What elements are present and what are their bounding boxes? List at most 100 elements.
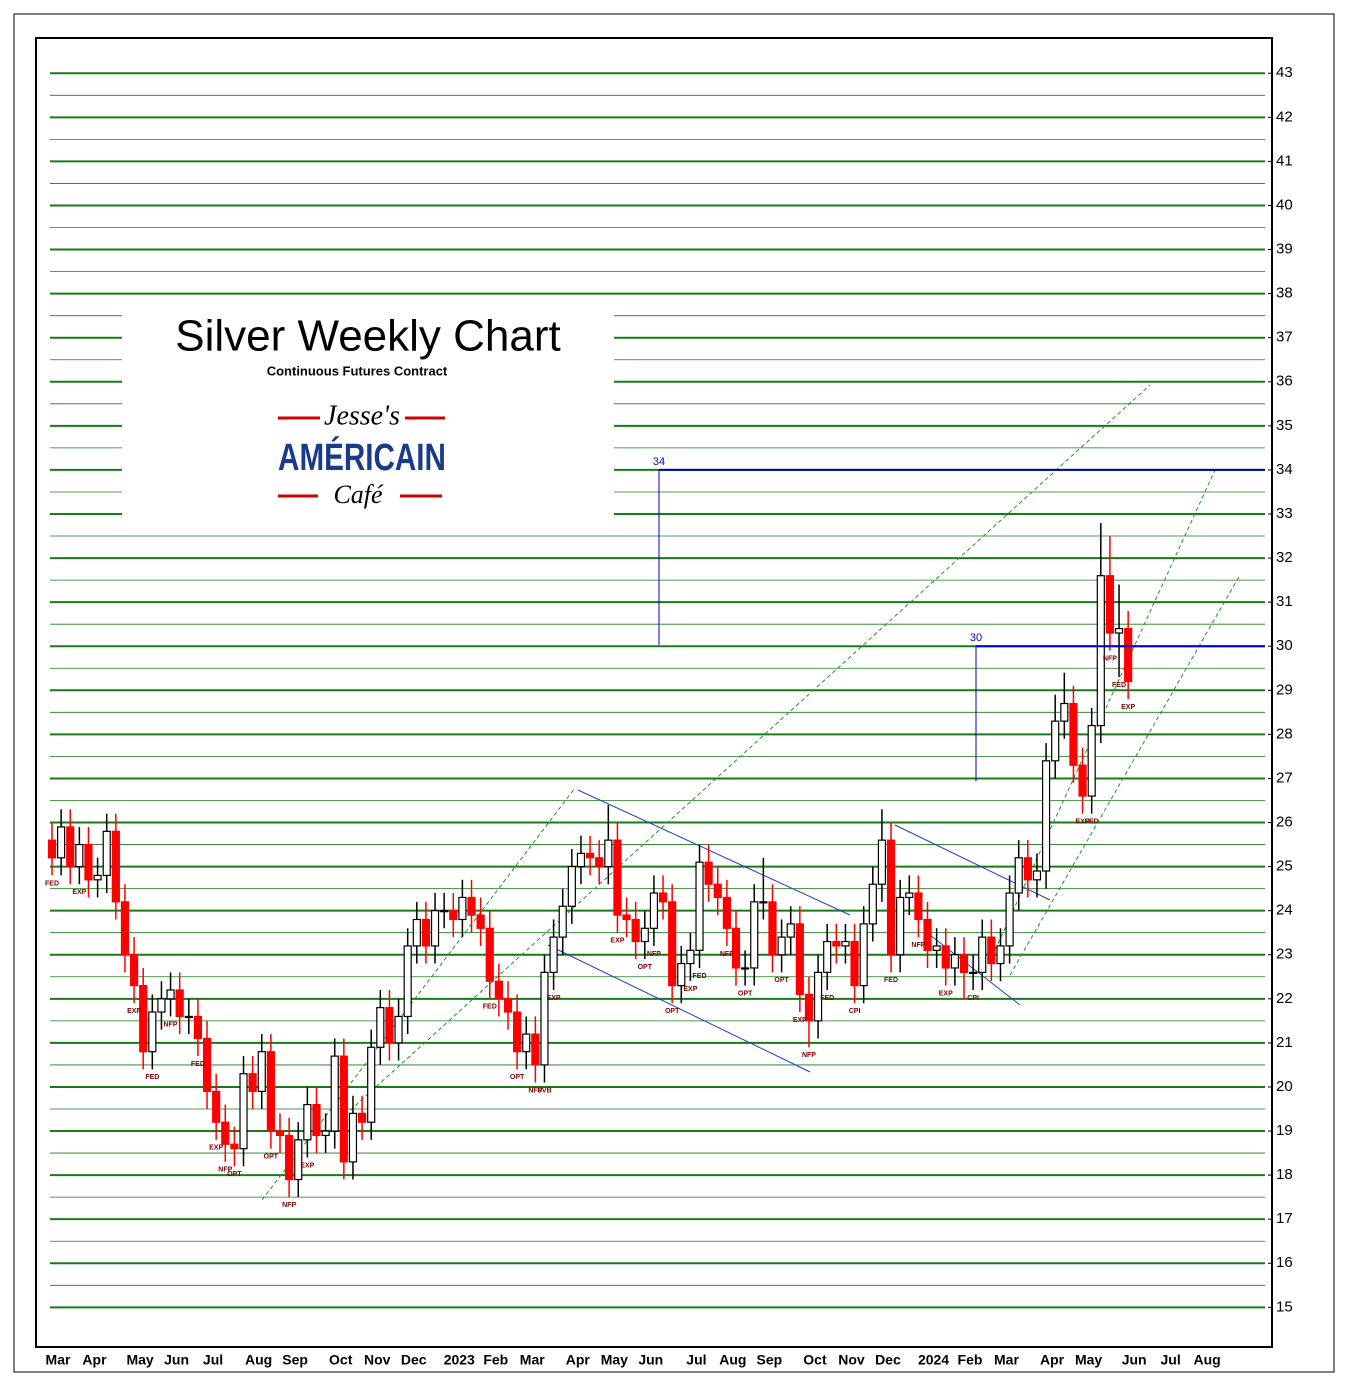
y-tick-label: 19	[1276, 1122, 1293, 1139]
candle-body	[367, 1046, 376, 1123]
y-tick-label: 30	[1276, 637, 1293, 654]
event-label: NFP	[1103, 655, 1117, 662]
y-tick-label: 15	[1276, 1298, 1293, 1315]
y-tick-label: 25	[1276, 858, 1293, 875]
candle-body	[804, 993, 814, 1022]
y-tick-label: 40	[1276, 196, 1293, 213]
event-label: EXP	[209, 1145, 223, 1152]
candle-body	[75, 843, 84, 868]
candle-body	[786, 923, 795, 938]
event-label: NFP	[647, 951, 661, 958]
y-tick-label: 22	[1276, 990, 1293, 1007]
event-label: OPT	[638, 964, 653, 971]
y-tick-label: 41	[1276, 152, 1293, 169]
y-tick-label: 38	[1276, 285, 1293, 302]
candle-body	[430, 910, 440, 947]
candle-body	[321, 1130, 330, 1137]
event-label: OPT	[738, 990, 753, 997]
y-tick-label: 32	[1276, 549, 1293, 566]
candle-body	[239, 1073, 248, 1150]
event-label: EXP	[72, 889, 86, 896]
event-label: FED	[191, 1061, 205, 1068]
candle-body	[303, 1103, 312, 1141]
logo-text: Café	[333, 480, 384, 509]
event-label: EXP	[1121, 704, 1135, 711]
y-tick-label: 27	[1276, 769, 1293, 786]
candle-body	[905, 892, 914, 899]
candle-body	[102, 830, 111, 877]
event-label: FED	[820, 995, 834, 1002]
candle-body	[166, 989, 175, 1000]
y-tick-label: 18	[1276, 1166, 1293, 1183]
x-tick-label: Nov	[364, 1352, 391, 1368]
candle-body	[877, 839, 887, 885]
candle-body	[312, 1103, 321, 1137]
candle-body	[649, 892, 659, 929]
candle-body	[93, 874, 102, 881]
x-tick-label: Jul	[686, 1352, 706, 1368]
candle-body	[1032, 870, 1042, 881]
candle-body	[640, 927, 649, 943]
candle-body	[969, 971, 978, 974]
candle-body	[722, 896, 731, 929]
event-label: NFP	[528, 1087, 542, 1094]
y-tick-label: 24	[1276, 902, 1293, 919]
candle-body	[1069, 702, 1078, 766]
candle-body	[494, 980, 503, 1000]
candle-body	[412, 918, 421, 947]
x-tick-label: Oct	[803, 1352, 827, 1368]
frame	[13, 13, 1335, 1373]
candle-body	[923, 918, 932, 951]
candles: FEDEXPEXPFEDNFPFEDEXPNFPOPTOPTNFPEXPFEDO…	[45, 522, 1135, 1209]
candle-body	[1051, 720, 1060, 762]
x-tick-label: Dec	[401, 1352, 427, 1368]
y-tick-label: 39	[1276, 241, 1293, 258]
candle-body	[212, 1090, 221, 1123]
candle-body	[111, 830, 120, 903]
candle-body	[777, 936, 786, 956]
event-label: NFP	[802, 1052, 816, 1059]
candle-body	[750, 901, 759, 969]
logo-text: Jesse's	[324, 400, 400, 431]
y-tick-label: 42	[1276, 108, 1293, 125]
candle-body	[248, 1073, 257, 1092]
plot-frame	[35, 37, 1273, 1348]
candle-body	[941, 945, 950, 969]
candle-body	[1014, 857, 1023, 894]
chart-subtitle: Continuous Futures Contract	[267, 363, 448, 378]
x-tick-label: Mar	[520, 1352, 545, 1368]
candle-body	[184, 1015, 193, 1019]
event-label: CPI	[967, 995, 979, 1002]
y-tick-label: 35	[1276, 417, 1293, 434]
x-tick-label: Feb	[958, 1352, 983, 1368]
candle-body	[996, 945, 1005, 965]
candle-body	[357, 1112, 367, 1123]
y-tick-label: 37	[1276, 329, 1293, 346]
candle-body	[595, 857, 604, 868]
candle-body	[449, 910, 458, 921]
title-area	[122, 305, 614, 525]
candle-body	[686, 949, 695, 965]
candle-body	[886, 839, 896, 956]
candle-body	[1078, 764, 1087, 797]
candle-body	[1114, 627, 1124, 634]
candle-body	[421, 918, 431, 947]
level-label: 34	[653, 456, 665, 468]
x-tick-label: Jun	[1122, 1352, 1147, 1368]
y-tick-label: 17	[1276, 1210, 1293, 1227]
x-tick-label: Sep	[757, 1352, 783, 1368]
y-tick-label: 16	[1276, 1254, 1293, 1271]
logo: Jesse's AMÉRICAIN Café	[278, 400, 446, 509]
event-label: FED	[1112, 682, 1126, 689]
candle-body	[139, 984, 148, 1053]
candle-body	[294, 1139, 303, 1181]
event-label: NFP	[282, 1202, 296, 1209]
candle-body	[613, 839, 622, 916]
x-tick-label: May	[1075, 1352, 1102, 1368]
event-label: NFP	[164, 1021, 178, 1028]
x-tick-label: Jun	[164, 1352, 189, 1368]
candle-body	[1041, 760, 1051, 872]
candle-body	[476, 914, 485, 929]
x-tick-label: 2023	[444, 1352, 475, 1368]
candle-body	[175, 989, 184, 1018]
